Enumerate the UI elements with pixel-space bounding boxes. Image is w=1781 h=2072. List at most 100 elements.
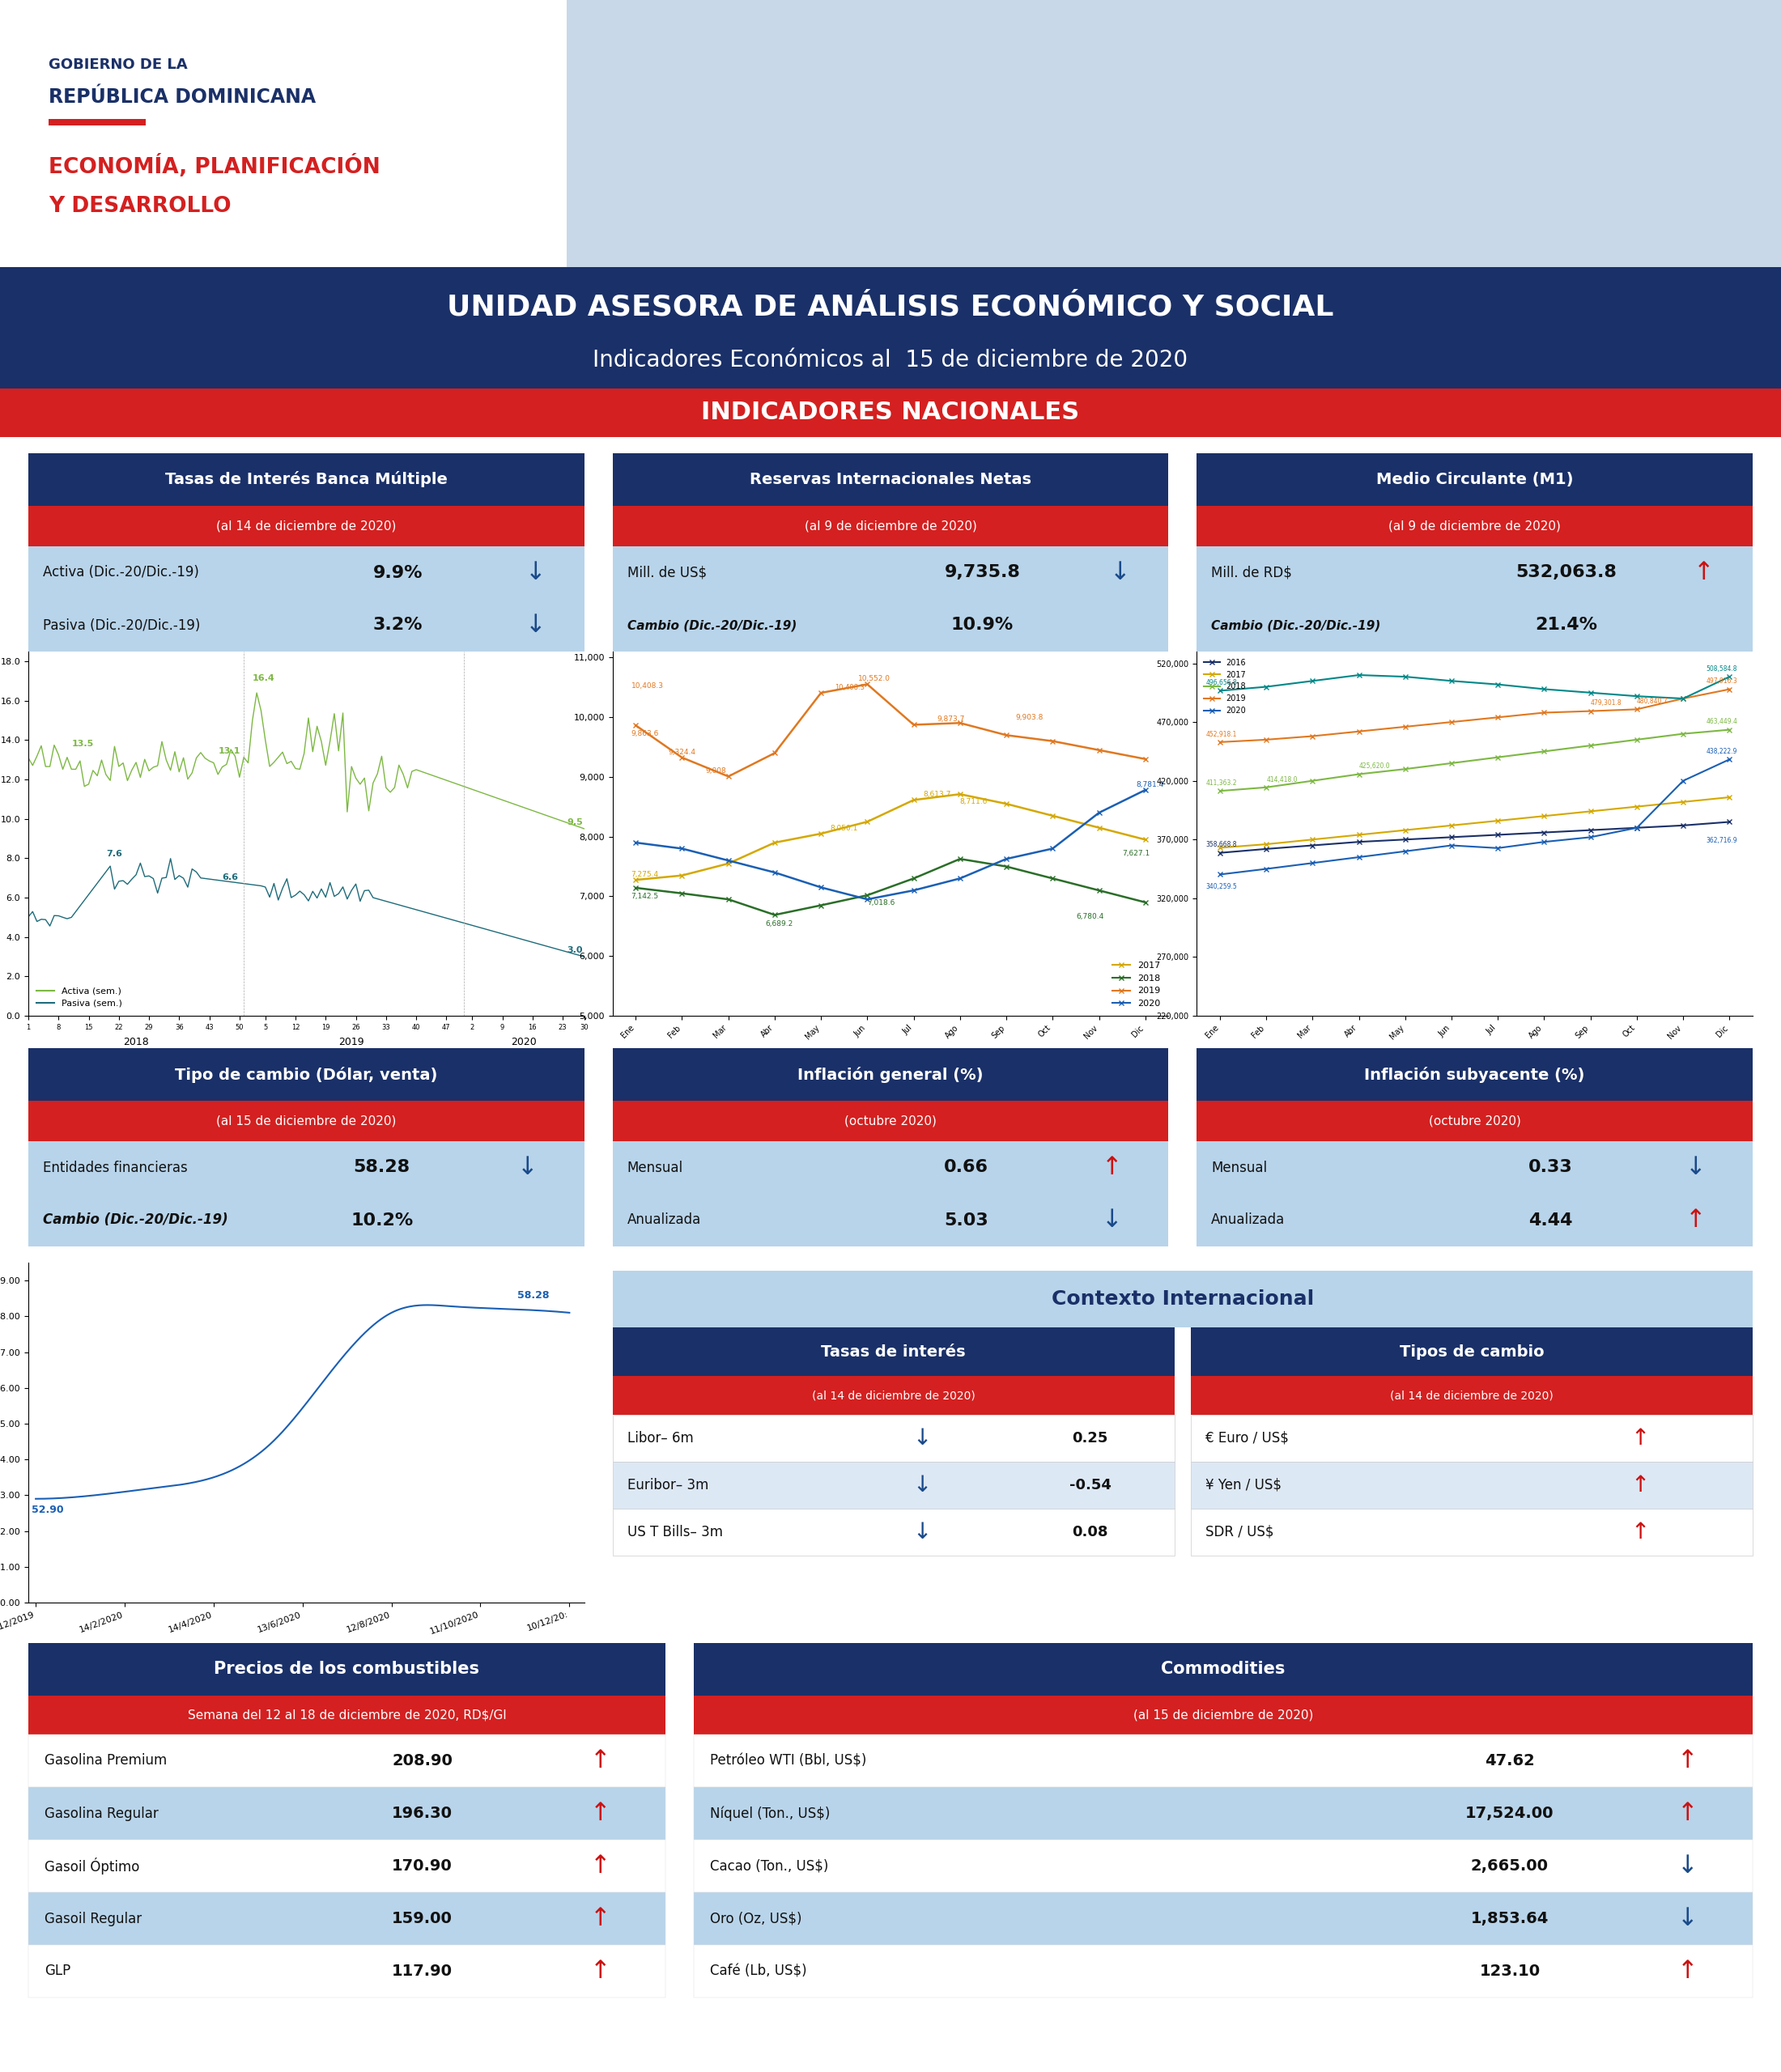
Line: 2018: 2018 — [632, 856, 1149, 918]
Text: 0.66: 0.66 — [944, 1160, 988, 1175]
Text: Medio Circulante (M1): Medio Circulante (M1) — [1377, 472, 1573, 487]
Pasiva (sem.) — [388, 893, 410, 918]
Text: ↓: ↓ — [912, 1521, 931, 1544]
Legend: 2016, 2017, 2018, 2019, 2020: 2016, 2017, 2018, 2019, 2020 — [1200, 655, 1248, 719]
Bar — [1191, 1376, 1753, 1415]
Text: UNIDAD ASESORA DE ANÁLISIS ECONÓMICO Y SOCIAL: UNIDAD ASESORA DE ANÁLISIS ECONÓMICO Y S… — [447, 294, 1334, 321]
Text: GOBIERNO DE LA: GOBIERNO DE LA — [48, 58, 187, 73]
Text: 10,552.0: 10,552.0 — [858, 675, 890, 682]
Text: 6,780.4: 6,780.4 — [1076, 914, 1104, 920]
2018 — [1626, 727, 1647, 752]
Text: Tipo de cambio (Dólar, venta): Tipo de cambio (Dólar, venta) — [175, 1067, 438, 1082]
Text: ↓: ↓ — [525, 613, 547, 636]
Text: 47.62: 47.62 — [1485, 1753, 1535, 1769]
Bar — [28, 547, 584, 651]
2017 — [625, 868, 647, 893]
Text: ↓: ↓ — [912, 1473, 931, 1496]
Text: ↑: ↑ — [1678, 1749, 1699, 1772]
2020 — [1348, 845, 1370, 870]
2020 — [1441, 833, 1462, 858]
Text: (al 15 de diciembre de 2020): (al 15 de diciembre de 2020) — [1133, 1709, 1313, 1722]
2019 — [1626, 696, 1647, 721]
Text: Tasas de interés: Tasas de interés — [821, 1345, 965, 1359]
Text: Cacao (Ton., US$): Cacao (Ton., US$) — [709, 1859, 828, 1873]
2019 — [718, 765, 739, 789]
2017 — [1487, 808, 1509, 833]
Text: 10.2%: 10.2% — [351, 1212, 413, 1229]
2019 — [764, 740, 785, 765]
Text: 8,711.6: 8,711.6 — [960, 798, 988, 806]
Text: Anualizada: Anualizada — [627, 1212, 702, 1227]
Text: 2018: 2018 — [123, 1038, 150, 1048]
2017 — [996, 792, 1017, 816]
Text: Euribor– 3m: Euribor– 3m — [627, 1477, 709, 1492]
Text: 123.10: 123.10 — [1480, 1964, 1541, 1979]
Text: 2020: 2020 — [511, 1038, 536, 1048]
Activa (sem.) — [310, 729, 331, 754]
2017 — [1209, 835, 1231, 860]
2019 — [857, 671, 878, 696]
Text: Inflación general (%): Inflación general (%) — [798, 1067, 983, 1082]
2017 — [1395, 818, 1416, 843]
Text: Níquel (Ton., US$): Níquel (Ton., US$) — [709, 1807, 830, 1821]
2017 — [949, 781, 971, 806]
Text: Mill. de RD$: Mill. de RD$ — [1211, 566, 1293, 580]
Text: ↑: ↑ — [1631, 1428, 1649, 1450]
Bar — [613, 1270, 1753, 1328]
Text: Gasoil Óptimo: Gasoil Óptimo — [45, 1857, 139, 1875]
Text: 52.90: 52.90 — [32, 1504, 64, 1515]
Bar — [1191, 1328, 1753, 1376]
Text: 16.4: 16.4 — [253, 675, 274, 682]
Bar — [693, 1946, 1753, 1997]
Text: ↑: ↑ — [1694, 562, 1715, 584]
Text: 8,781.4: 8,781.4 — [1136, 781, 1163, 787]
2019 — [1302, 723, 1323, 748]
Text: 196.30: 196.30 — [392, 1805, 452, 1821]
Text: 463,449.4: 463,449.4 — [1706, 719, 1738, 725]
2019 — [949, 711, 971, 736]
Line: 2017: 2017 — [632, 792, 1149, 883]
Text: 8,050.1: 8,050.1 — [830, 825, 858, 831]
Text: 7,627.1: 7,627.1 — [1122, 850, 1151, 858]
Bar — [28, 1142, 584, 1247]
Text: 117.90: 117.90 — [392, 1964, 452, 1979]
Bar — [693, 1786, 1753, 1840]
2017 — [1441, 812, 1462, 837]
Text: 58.28: 58.28 — [518, 1291, 550, 1301]
2016 — [1533, 821, 1555, 845]
Text: ↑: ↑ — [1101, 1156, 1122, 1179]
Text: 497,916.3: 497,916.3 — [1706, 678, 1738, 686]
Activa (sem.) — [169, 760, 191, 785]
Activa (sem.) — [246, 680, 267, 704]
Text: 208.90: 208.90 — [392, 1753, 452, 1769]
Text: 1,853.64: 1,853.64 — [1471, 1910, 1549, 1927]
2019 — [1042, 729, 1063, 754]
Bar — [1197, 1100, 1753, 1142]
2018 — [903, 866, 924, 891]
Text: Reservas Internacionales Netas: Reservas Internacionales Netas — [750, 472, 1031, 487]
Text: Tasas de Interés Banca Múltiple: Tasas de Interés Banca Múltiple — [166, 472, 447, 487]
Text: (al 9 de diciembre de 2020): (al 9 de diciembre de 2020) — [1389, 520, 1560, 533]
Bar — [613, 1142, 1168, 1247]
Text: Gasolina Premium: Gasolina Premium — [45, 1753, 167, 1767]
Bar — [28, 1048, 584, 1100]
2019 — [1580, 698, 1601, 723]
2019 — [625, 713, 647, 738]
Text: 480,840.7: 480,840.7 — [1637, 698, 1669, 704]
Bar — [48, 118, 146, 126]
2018 — [1441, 750, 1462, 775]
Text: Cambio (Dic.-20/Dic.-19): Cambio (Dic.-20/Dic.-19) — [627, 620, 796, 632]
Text: Commodities: Commodities — [1161, 1662, 1286, 1678]
2020 — [1209, 862, 1231, 887]
Text: 10,408.3: 10,408.3 — [835, 684, 866, 690]
Text: ↓: ↓ — [1678, 1906, 1699, 1931]
2017 — [857, 810, 878, 835]
Bar — [613, 547, 1168, 651]
Bar — [613, 1328, 1174, 1376]
2017 — [764, 831, 785, 856]
2018 — [996, 854, 1017, 879]
Text: 452,918.1: 452,918.1 — [1206, 731, 1238, 738]
Bar — [1191, 1415, 1753, 1461]
Text: ↓: ↓ — [1678, 1854, 1699, 1877]
Text: 340,259.5: 340,259.5 — [1206, 883, 1238, 891]
